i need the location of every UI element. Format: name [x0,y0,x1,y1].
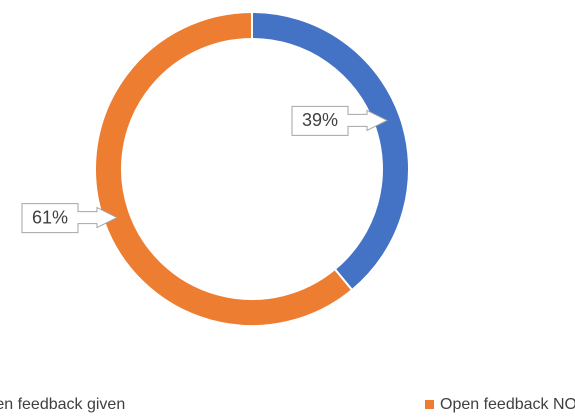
data-callout: 61% [21,203,119,234]
legend-label: Open feedback given [0,396,125,413]
legend-label: Open feedback NOT given [440,396,575,413]
data-label: 39% [302,110,338,130]
data-label: 61% [32,207,68,227]
donut-slice [94,10,354,327]
data-callout: 39% [291,105,389,136]
callout-shape [21,203,119,234]
legend-swatch [425,400,434,409]
callout-shape [291,105,389,136]
donut-slice [251,10,410,292]
